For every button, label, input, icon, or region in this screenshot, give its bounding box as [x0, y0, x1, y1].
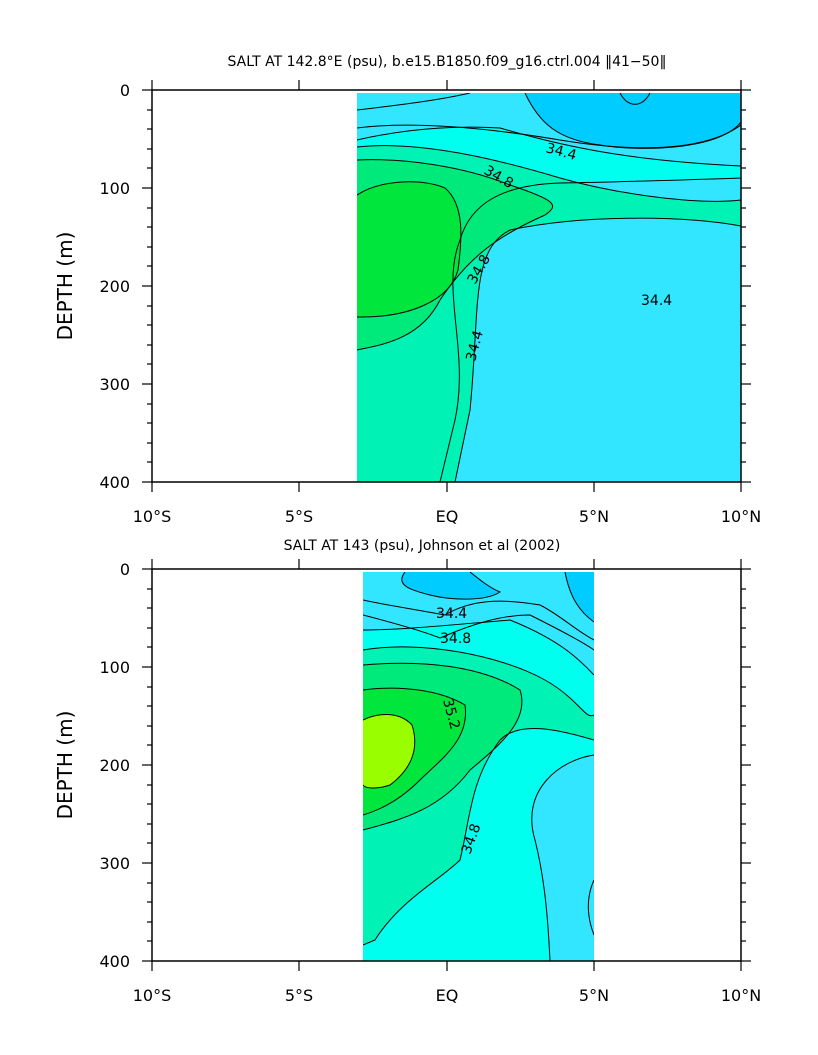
x-tick-label: 10°N [721, 986, 761, 1005]
y-tick-label: 100 [99, 658, 130, 677]
chart-title-2: SALT AT 143 (psu), Johnson et al (2002) [284, 538, 561, 554]
x-tick-label: 10°S [133, 507, 172, 526]
y-axis-label: DEPTH (m) [53, 711, 77, 820]
x-ticks-2 [151, 559, 742, 971]
contour-label: 34.4 [641, 293, 672, 309]
y-ticks-1 [142, 89, 751, 483]
chart-title-1: SALT AT 142.8°E (psu), b.e15.B1850.f09_g… [228, 54, 667, 70]
y-tick-label: 0 [120, 81, 130, 100]
contour-line [619, 93, 651, 105]
x-tick-label: 5°N [579, 507, 609, 526]
contour-label: 34.4 [463, 329, 487, 363]
contour-line [357, 145, 741, 202]
contour-line [531, 754, 594, 961]
contour-label: 34.4 [544, 140, 578, 164]
contour-line [363, 599, 594, 641]
contour-line [357, 159, 554, 351]
contour-line [363, 662, 523, 831]
y-tick-label: 300 [99, 854, 130, 873]
fill-level-35-2 [357, 181, 461, 318]
panel-model: SALT AT 142.8°E (psu), b.e15.B1850.f09_g… [53, 54, 761, 526]
contour-line [357, 124, 741, 149]
contour-line [524, 93, 741, 149]
y-ticks-2 [142, 568, 751, 962]
contour-label: 35.2 [439, 697, 463, 731]
y-tick-label: 400 [99, 952, 130, 971]
contour-line [363, 646, 594, 717]
contour-label: 34.8 [440, 631, 471, 647]
y-tick-label: 200 [99, 756, 130, 775]
contour-line [363, 714, 416, 789]
y-tick-label: 300 [99, 375, 130, 394]
fill-level-35-4 [363, 714, 415, 789]
x-tick-label: 5°S [285, 986, 313, 1005]
x-tick-label: EQ [436, 986, 459, 1005]
contour-fills-2 [363, 572, 594, 961]
contour-label: 34.4 [436, 606, 467, 622]
x-tick-label: 5°N [579, 986, 609, 1005]
y-tick-label: 400 [99, 473, 130, 492]
fill-level-34-2b [565, 572, 594, 622]
x-tick-label: EQ [436, 507, 459, 526]
contour-line [587, 879, 594, 936]
contour-fills-1 [357, 93, 741, 482]
contour-line [454, 217, 741, 482]
contour-line [363, 619, 594, 676]
panel-observations: SALT AT 143 (psu), Johnson et al (2002) … [53, 538, 761, 1005]
contour-line [357, 126, 741, 167]
y-tick-label: 100 [99, 179, 130, 198]
contour-line [564, 572, 594, 623]
x-tick-label: 5°S [285, 507, 313, 526]
y-axis-label: DEPTH (m) [53, 232, 77, 341]
contour-line [357, 181, 462, 318]
x-ticks-1 [151, 80, 742, 492]
contour-line [363, 728, 594, 946]
y-tick-label: 0 [120, 560, 130, 579]
contour-line [401, 572, 502, 600]
x-tick-label: 10°S [133, 986, 172, 1005]
contour-line [357, 93, 471, 111]
contour-line [439, 177, 741, 482]
fill-level-34-2 [525, 93, 741, 149]
fill-level-34-2 [401, 572, 500, 600]
x-tick-label: 10°N [721, 507, 761, 526]
contour-line [363, 687, 466, 816]
y-tick-label: 200 [99, 277, 130, 296]
